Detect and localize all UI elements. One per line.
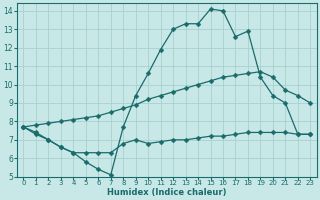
X-axis label: Humidex (Indice chaleur): Humidex (Indice chaleur) xyxy=(107,188,227,197)
